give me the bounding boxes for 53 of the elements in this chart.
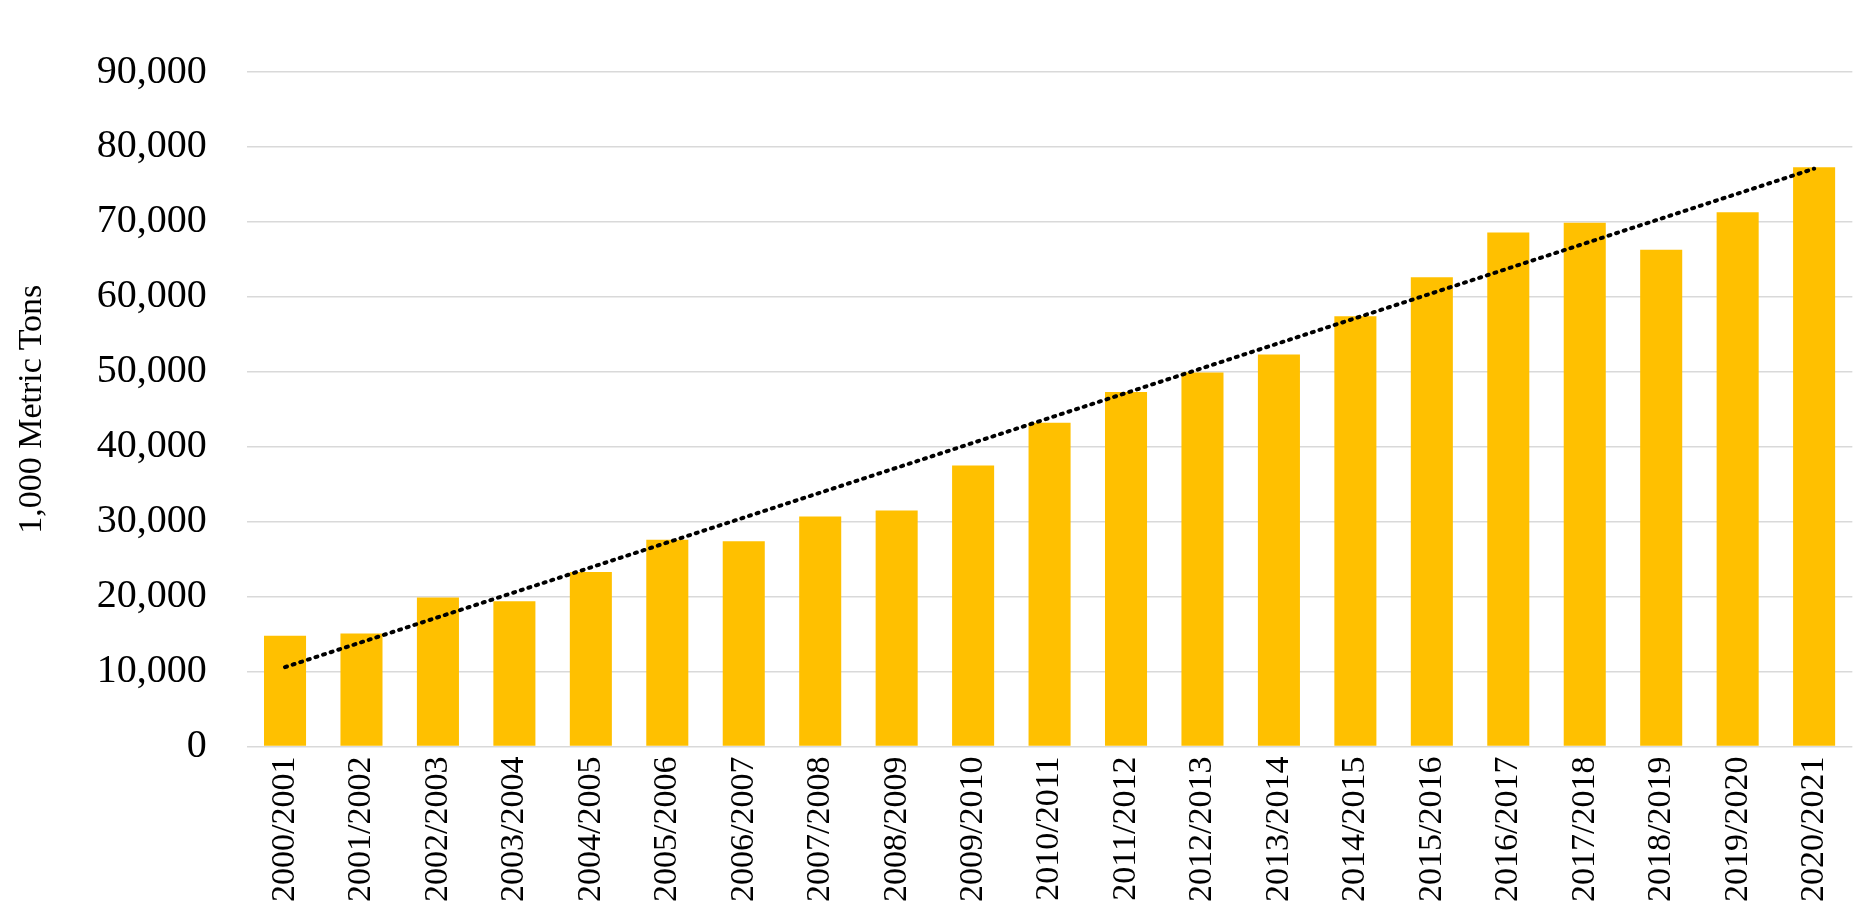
y-tick-label: 40,000 [96,421,207,467]
y-tick-label: 50,000 [96,346,207,392]
x-tick-label: 2003/2004 [493,756,531,903]
x-tick-label: 2017/2018 [1563,756,1601,903]
bar [799,516,842,746]
x-tick-label: 2018/2019 [1640,756,1678,903]
x-tick-label: 2014/2015 [1334,756,1372,903]
y-axis-title: 1,000 Metric Tons [11,284,49,534]
bar [1104,392,1148,746]
x-tick-label: 2012/2013 [1181,756,1219,903]
x-tick-label: 2008/2009 [875,756,913,903]
bar [722,541,765,746]
bar [1410,277,1453,746]
bar [1640,249,1683,746]
x-tick-label: 2011/2012 [1104,756,1142,901]
x-tick-label: 2016/2017 [1487,756,1525,903]
bar [340,633,383,746]
x-tick-label: 2006/2007 [722,756,760,903]
bar [1334,316,1377,746]
y-tick-label: 0 [186,721,207,767]
x-tick-label: 2020/2021 [1793,756,1831,903]
bar [1487,232,1530,746]
y-tick-label: 70,000 [96,196,207,242]
x-tick-label: 2007/2008 [799,756,837,903]
y-tick-label: 80,000 [96,121,207,167]
bar [875,510,918,746]
x-tick-label: 2001/2002 [340,756,378,903]
bar [1028,422,1071,746]
y-tick-label: 90,000 [96,46,207,92]
bar [1181,372,1224,746]
bar [416,597,459,746]
x-tick-label: 2004/2005 [569,756,607,903]
bar [1257,354,1300,746]
y-tick-label: 60,000 [96,271,207,317]
x-tick-label: 2019/2020 [1716,756,1754,903]
y-tick-label: 20,000 [96,571,207,617]
y-tick-label: 10,000 [96,646,207,692]
x-tick-label: 2002/2003 [416,756,454,903]
y-tick-label: 30,000 [96,496,207,542]
bar [1563,222,1606,746]
bar [1793,167,1836,746]
bar [646,539,689,746]
x-tick-label: 2000/2001 [263,756,301,903]
x-tick-label: 2013/2014 [1257,756,1295,903]
x-tick-label: 2010/2011 [1028,756,1066,901]
x-tick-label: 2009/2010 [952,756,990,903]
bar [493,601,536,746]
x-tick-label: 2005/2006 [646,756,684,903]
bar [569,571,612,746]
bar [952,465,995,746]
x-tick-label: 2015/2016 [1410,756,1448,903]
bar [264,635,307,746]
bar [1716,212,1759,746]
